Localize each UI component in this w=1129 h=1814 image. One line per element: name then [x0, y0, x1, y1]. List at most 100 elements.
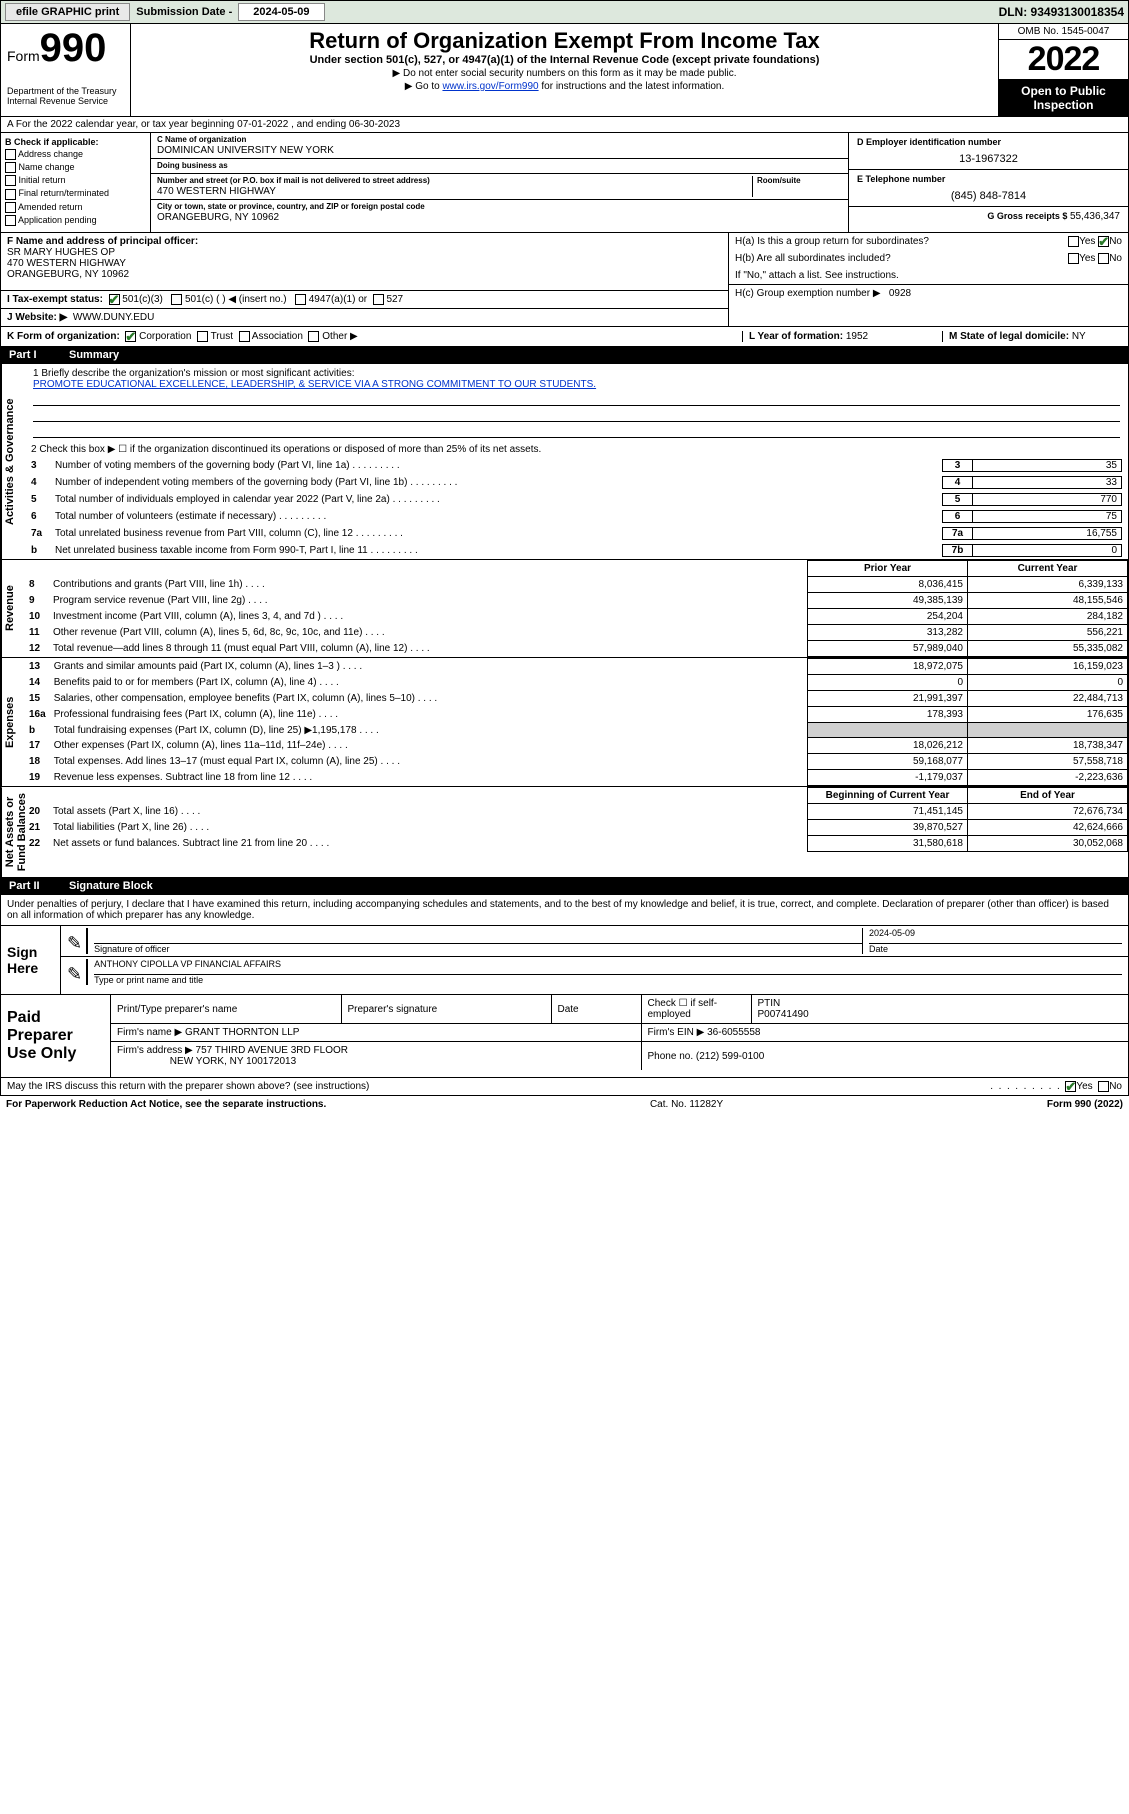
chk-ha-no[interactable] [1098, 236, 1109, 247]
footer-mid: Cat. No. 11282Y [326, 1099, 1047, 1110]
room-label: Room/suite [757, 176, 842, 185]
part2-header: Part II Signature Block [0, 878, 1129, 895]
line2: 2 Check this box ▶ ☐ if the organization… [25, 442, 1128, 457]
part1-expenses: Expenses 13Grants and similar amounts pa… [0, 658, 1129, 787]
row-a-tax-year: A For the 2022 calendar year, or tax yea… [0, 117, 1129, 133]
firm-name-label: Firm's name ▶ [117, 1027, 182, 1038]
chk-assoc[interactable] [239, 331, 250, 342]
paid-preparer-label: Paid Preparer Use Only [1, 995, 111, 1077]
chk-501c[interactable] [171, 294, 182, 305]
street-label: Number and street (or P.O. box if mail i… [157, 176, 752, 185]
chk-discuss-yes[interactable] [1065, 1081, 1076, 1092]
prep-sig-hdr: Preparer's signature [341, 995, 551, 1024]
j-website: WWW.DUNY.EDU [73, 312, 154, 323]
f-officer-addr1: 470 WESTERN HIGHWAY [7, 258, 722, 269]
efile-button[interactable]: efile GRAPHIC print [5, 3, 130, 21]
prep-phone-value: (212) 599-0100 [696, 1051, 764, 1062]
part1-header: Part I Summary [0, 347, 1129, 364]
table-row: 12Total revenue—add lines 8 through 11 (… [25, 641, 1128, 657]
dln-label: DLN: 93493130018354 [999, 5, 1124, 19]
k-label: K Form of organization: [7, 331, 120, 342]
firm-addr-label: Firm's address ▶ [117, 1045, 193, 1056]
table-row: 22Net assets or fund balances. Subtract … [25, 836, 1128, 852]
table-row: 17Other expenses (Part IX, column (A), l… [25, 738, 1128, 754]
table-row: bTotal fundraising expenses (Part IX, co… [25, 723, 1128, 738]
chk-other[interactable] [308, 331, 319, 342]
chk-corp[interactable] [125, 331, 136, 342]
sign-here-block: Sign Here ✎ Signature of officer 2024-05… [0, 926, 1129, 995]
ag-line-5: 5Total number of individuals employed in… [25, 491, 1128, 508]
table-row: 16aProfessional fundraising fees (Part I… [25, 707, 1128, 723]
line1-mission: PROMOTE EDUCATIONAL EXCELLENCE, LEADERSH… [33, 379, 1120, 390]
l-value: 1952 [846, 331, 868, 342]
chk-amended-return[interactable]: Amended return [5, 202, 146, 213]
prep-check-hdr: Check ☐ if self-employed [641, 995, 751, 1024]
table-row: 18Total expenses. Add lines 13–17 (must … [25, 754, 1128, 770]
prep-print-hdr: Print/Type preparer's name [111, 995, 341, 1024]
chk-initial-return[interactable]: Initial return [5, 175, 146, 186]
submission-date: 2024-05-09 [238, 3, 324, 21]
submission-label: Submission Date - [136, 6, 232, 18]
chk-527[interactable] [373, 294, 384, 305]
ag-line-6: 6Total number of volunteers (estimate if… [25, 508, 1128, 525]
ag-line-4: 4Number of independent voting members of… [25, 474, 1128, 491]
table-row: 11Other revenue (Part VIII, column (A), … [25, 625, 1128, 641]
ptin-value: P00741490 [758, 1009, 1123, 1020]
chk-4947[interactable] [295, 294, 306, 305]
ptin-label: PTIN [758, 998, 1123, 1009]
col-b-checkboxes: B Check if applicable: Address change Na… [1, 133, 151, 232]
hb-label: H(b) Are all subordinates included? [735, 253, 1068, 264]
irs-link[interactable]: www.irs.gov/Form990 [442, 81, 538, 92]
side-na: Net Assets or Fund Balances [1, 787, 25, 877]
pen-icon: ✎ [67, 933, 82, 954]
j-label: J Website: ▶ [7, 312, 67, 323]
pen-icon: ✎ [67, 964, 82, 985]
chk-address-change[interactable]: Address change [5, 149, 146, 160]
firm-name-value: GRANT THORNTON LLP [185, 1027, 299, 1038]
table-row: 9Program service revenue (Part VIII, lin… [25, 593, 1128, 609]
chk-trust[interactable] [197, 331, 208, 342]
ag-line-7a: 7aTotal unrelated business revenue from … [25, 525, 1128, 542]
chk-501c3[interactable] [109, 294, 120, 305]
chk-discuss-no[interactable] [1098, 1081, 1109, 1092]
footer-right: Form 990 (2022) [1047, 1099, 1123, 1110]
table-row: 20Total assets (Part X, line 16) . . . .… [25, 804, 1128, 820]
tax-year: 2022 [999, 40, 1128, 80]
section-fhij: F Name and address of principal officer:… [0, 233, 1129, 327]
prep-date-hdr: Date [551, 995, 641, 1024]
l-label: L Year of formation: [749, 331, 846, 342]
section-bcde: B Check if applicable: Address change Na… [0, 133, 1129, 233]
f-officer-addr2: ORANGEBURG, NY 10962 [7, 269, 722, 280]
f-officer-name: SR MARY HUGHES OP [7, 247, 722, 258]
revenue-table: Prior YearCurrent Year 8Contributions an… [25, 560, 1128, 657]
form-header: Form990 Department of the Treasury Inter… [0, 24, 1129, 117]
side-rev: Revenue [1, 560, 25, 657]
phone-label: E Telephone number [857, 174, 1120, 184]
netassets-table: Beginning of Current YearEnd of Year 20T… [25, 787, 1128, 852]
m-value: NY [1072, 331, 1086, 342]
chk-ha-yes[interactable] [1068, 236, 1079, 247]
firm-addr1: 757 THIRD AVENUE 3RD FLOOR [196, 1045, 348, 1056]
form-title: Return of Organization Exempt From Incom… [137, 28, 992, 54]
sign-here-label: Sign Here [1, 926, 61, 994]
ag-line-7b: bNet unrelated business taxable income f… [25, 542, 1128, 559]
chk-final-return[interactable]: Final return/terminated [5, 188, 146, 199]
part1-ag: Activities & Governance 1 Briefly descri… [0, 364, 1129, 560]
form-subtitle-3: ▶ Go to www.irs.gov/Form990 for instruct… [137, 81, 992, 92]
chk-name-change[interactable]: Name change [5, 162, 146, 173]
table-row: 15Salaries, other compensation, employee… [25, 691, 1128, 707]
dept-label: Department of the Treasury Internal Reve… [7, 86, 124, 106]
ha-label: H(a) Is this a group return for subordin… [735, 236, 1068, 247]
part1-revenue: Revenue Prior YearCurrent Year 8Contribu… [0, 560, 1129, 658]
chk-hb-no[interactable] [1098, 253, 1109, 264]
chk-application-pending[interactable]: Application pending [5, 215, 146, 226]
hc-value: 0928 [889, 288, 911, 299]
m-label: M State of legal domicile: [949, 331, 1072, 342]
chk-hb-yes[interactable] [1068, 253, 1079, 264]
form-subtitle-1: Under section 501(c), 527, or 4947(a)(1)… [137, 54, 992, 66]
street-value: 470 WESTERN HIGHWAY [157, 186, 752, 197]
firm-ein-label: Firm's EIN ▶ [648, 1027, 705, 1038]
footer: For Paperwork Reduction Act Notice, see … [0, 1096, 1129, 1113]
hb-note: If "No," attach a list. See instructions… [729, 267, 1128, 285]
paid-preparer-block: Paid Preparer Use Only Print/Type prepar… [0, 995, 1129, 1078]
